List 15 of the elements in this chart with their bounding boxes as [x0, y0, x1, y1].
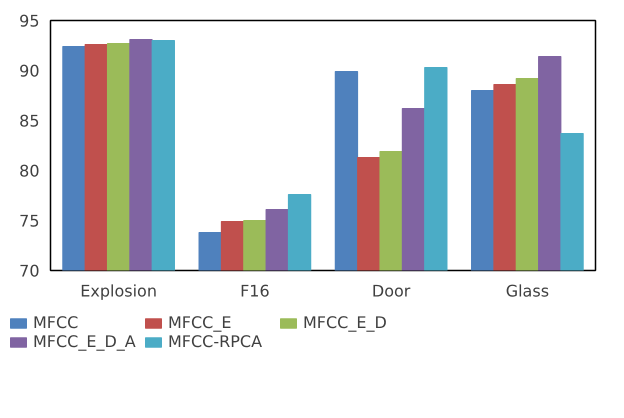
y-tick-label: 90: [19, 62, 40, 80]
legend-label: MFCC_E_D_A: [33, 332, 137, 351]
legend-label: MFCC_E: [168, 313, 232, 332]
x-tick-label: Explosion: [80, 282, 157, 300]
y-tick-label: 70: [19, 262, 40, 280]
x-tick-label: Glass: [506, 282, 550, 300]
x-tick-label: F16: [240, 282, 270, 300]
legend-label: MFCC: [33, 313, 80, 332]
y-tick-label: 85: [19, 112, 40, 130]
y-tick-label: 95: [19, 12, 40, 30]
y-tick-label: 80: [19, 162, 40, 180]
y-tick-label: 75: [19, 212, 40, 230]
x-tick-label: Door: [372, 282, 411, 300]
legend-label: MFCC_E_D: [303, 313, 388, 332]
legend-label: MFCC-RPCA: [168, 332, 264, 351]
